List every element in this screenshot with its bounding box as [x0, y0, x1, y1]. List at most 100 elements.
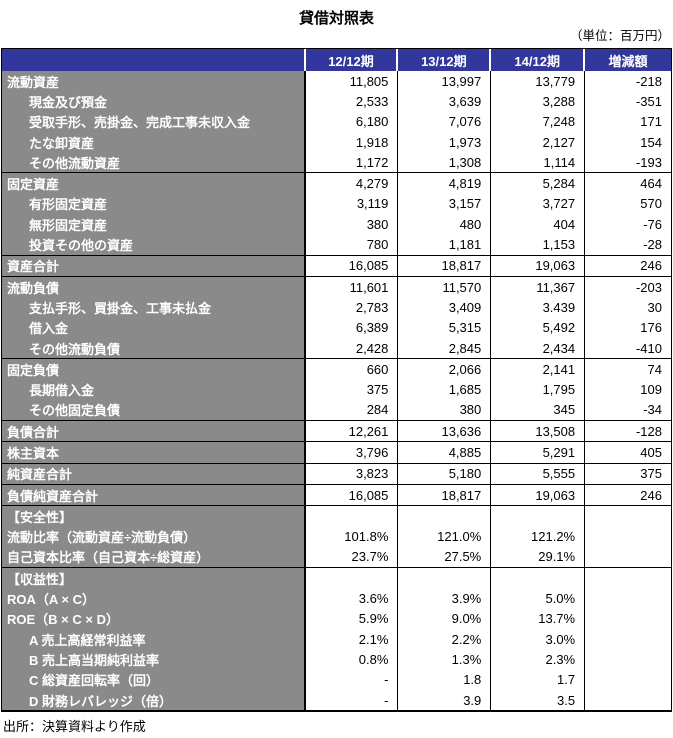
cell-12-12: 3.6%: [306, 588, 399, 609]
cell-13-12: 18,817: [398, 255, 492, 276]
row-label: 【収益性】: [2, 568, 306, 589]
cell-change: [585, 568, 671, 588]
cell-change: -218: [635, 73, 662, 89]
cell-12-12: 2,428: [306, 337, 399, 359]
table-row: 自己資本比率（自己資本÷総資産） 23.7% 27.5% 29.1%: [2, 546, 671, 568]
cell-12-12: 11,805: [306, 71, 399, 92]
cell-14-12: 29.1%: [491, 546, 586, 568]
row-label: 固定資産: [2, 173, 306, 194]
table-body: 流動資産 11,805 13,997 13,779 -218 現金及び預金 2,533 3,6…: [2, 71, 671, 711]
cell-14-12: 121.2%: [491, 526, 586, 547]
row-label: 負債純資産合計: [2, 484, 306, 506]
cell-14-12: 2,127: [491, 131, 586, 153]
cell-13-12: 1.8: [398, 669, 492, 690]
cell-12-12: [306, 506, 399, 527]
cell-13-12: 5,180: [398, 463, 492, 484]
table-row: 固定資産 4,279 4,819 5,284 464: [2, 172, 671, 194]
cell-14-12: [491, 568, 586, 589]
cell-change: 375: [640, 466, 662, 482]
cell-13-12: 1,973: [398, 131, 492, 153]
cell-12-12: 11,601: [306, 276, 399, 298]
table-row: 有形固定資産 3,119 3,157 3,727 570: [2, 193, 671, 215]
cell-13-12: 3,157: [398, 193, 492, 215]
cell-13-12: 3,409: [398, 297, 492, 318]
cell-change: [585, 629, 671, 649]
cell-14-12: 345: [491, 399, 586, 421]
cell-14-12: 2,141: [491, 359, 586, 380]
row-label: ROE（B × C × D）: [2, 608, 306, 630]
cell-12-12: -: [306, 669, 399, 690]
cell-13-12: 27.5%: [398, 546, 492, 568]
cell-14-12: 13,508: [491, 421, 586, 442]
cell-14-12: 1.7: [491, 669, 586, 690]
table-row: その他流動負債 2,428 2,845 2,434 -410: [2, 337, 671, 359]
cell-12-12: 3,796: [306, 442, 399, 463]
cell-13-12: 4,819: [398, 173, 492, 194]
header-cell-change: 増減額: [585, 49, 671, 71]
cell-12-12: 284: [306, 399, 399, 421]
cell-14-12: 3,727: [491, 193, 586, 215]
cell-14-12: 19,063: [491, 255, 586, 276]
row-label: B 売上高当期純利益率: [2, 649, 306, 670]
cell-12-12: 4,279: [306, 173, 399, 194]
unit-note: （単位：百万円）: [569, 29, 670, 43]
row-label: 受取手形、売掛金、完成工事未収入金: [2, 111, 306, 132]
cell-12-12: 1,172: [306, 152, 399, 173]
cell-change: -410: [635, 340, 662, 356]
cell-change: 74: [647, 361, 662, 377]
row-label: A 売上高経常利益率: [2, 629, 306, 650]
cell-13-12: [398, 568, 492, 589]
cell-14-12: 19,063: [491, 484, 586, 506]
table-row: 負債合計 12,261 13,636 13,508 -128: [2, 420, 671, 442]
cell-12-12: 16,085: [306, 484, 399, 506]
cell-13-12: 7,076: [398, 111, 492, 132]
cell-13-12: 13,636: [398, 421, 492, 442]
cell-13-12: 9.0%: [398, 608, 492, 630]
row-label: 現金及び預金: [2, 91, 306, 112]
cell-13-12: 380: [398, 399, 492, 421]
cell-14-12: 11,367: [491, 276, 586, 298]
table-row: 資産合計 16,085 18,817 19,063 246: [2, 254, 671, 276]
cell-14-12: 13,779: [491, 71, 586, 92]
table-row: 流動比率（流動資産÷流動負債） 101.8% 121.0% 121.2%: [2, 526, 671, 547]
header-cell-13-12: 13/12期: [398, 49, 492, 71]
row-label: 流動負債: [2, 276, 306, 298]
cell-change: -28: [643, 237, 662, 253]
cell-12-12: [306, 568, 399, 589]
cell-12-12: 6,180: [306, 111, 399, 132]
table-row: その他固定負債 284 380 345 -34: [2, 399, 671, 421]
cell-change: -34: [643, 402, 662, 418]
cell-change: 109: [640, 382, 662, 398]
table-row: 無形固定資産 380 480 404 -76: [2, 214, 671, 235]
row-label: D 財務レバレッジ（倍）: [2, 689, 306, 711]
cell-14-12: 3,288: [491, 91, 586, 112]
cell-14-12: 3.439: [491, 297, 586, 318]
table-row: その他流動資産 1,172 1,308 1,114 -193: [2, 152, 671, 173]
row-label: 固定負債: [2, 359, 306, 380]
row-label: ROA（A × C）: [2, 588, 306, 609]
cell-14-12: 5,291: [491, 442, 586, 463]
cell-change: 246: [640, 487, 662, 503]
cell-13-12: 3.9: [398, 689, 492, 711]
cell-change: 246: [640, 258, 662, 274]
row-label: 純資産合計: [2, 463, 306, 484]
table-header-row: 12/12期 13/12期 14/12期 増減額: [2, 49, 671, 71]
cell-14-12: 7,248: [491, 111, 586, 132]
row-label: 無形固定資産: [2, 214, 306, 235]
table-row: 負債純資産合計 16,085 18,817 19,063 246: [2, 483, 671, 506]
cell-change: [585, 690, 671, 710]
table-row: 固定負債 660 2,066 2,141 74: [2, 358, 671, 380]
cell-12-12: 12,261: [306, 421, 399, 442]
cell-13-12: 11,570: [398, 276, 492, 298]
cell-change: [585, 588, 671, 608]
cell-12-12: 375: [306, 379, 399, 400]
cell-13-12: 3,639: [398, 91, 492, 112]
cell-14-12: 2,434: [491, 337, 586, 359]
header-cell-14-12: 14/12期: [491, 49, 586, 71]
cell-12-12: 3,823: [306, 463, 399, 484]
row-label: 株主資本: [2, 442, 306, 463]
table-row: 借入金 6,389 5,315 5,492 176: [2, 317, 671, 338]
cell-14-12: [491, 506, 586, 527]
cell-12-12: 5.9%: [306, 608, 399, 630]
cell-13-12: 5,315: [398, 317, 492, 338]
